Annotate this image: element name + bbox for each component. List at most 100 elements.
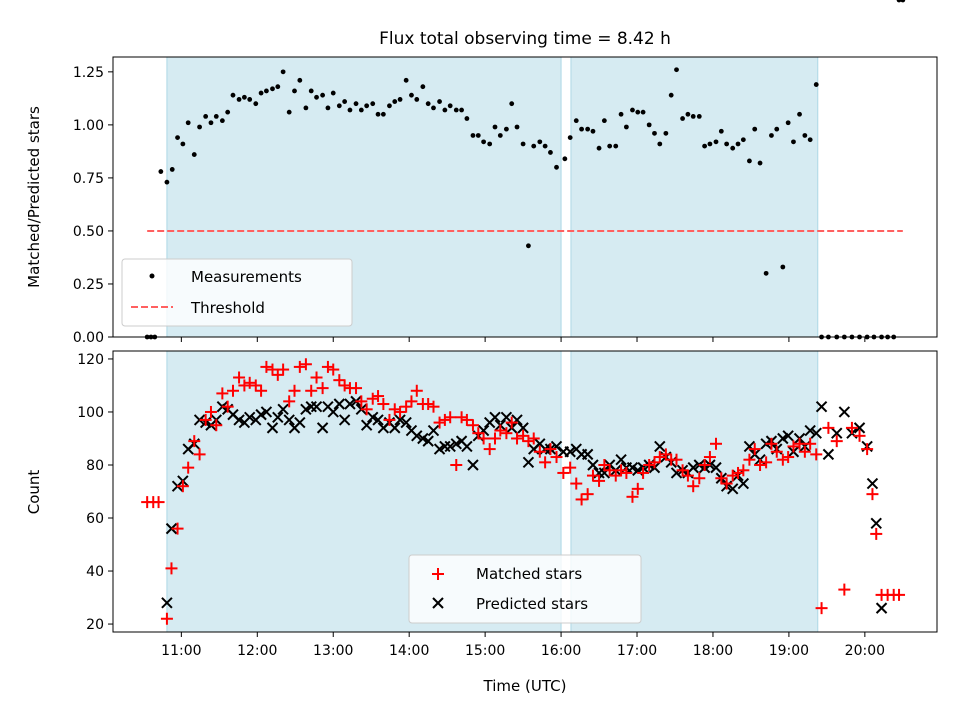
legend-matched-marker — [432, 568, 444, 580]
count-y-tick-label: 40 — [86, 564, 104, 580]
predicted-star-point — [294, 416, 306, 429]
matched-star-point — [338, 379, 351, 392]
predicted-star-point — [489, 411, 501, 423]
matched-star-point — [550, 451, 563, 464]
measurement-point — [774, 126, 780, 132]
measurement-point — [763, 270, 769, 276]
measurement-point — [447, 103, 453, 109]
matched-star-point — [271, 368, 284, 381]
measurement-point — [280, 69, 286, 75]
shade-top-1 — [570, 56, 819, 338]
count-x-tick-label: 19:00 — [769, 643, 809, 659]
predicted-stroke — [870, 517, 882, 530]
chart-title: Flux total observing time = 8.42 h — [379, 29, 671, 49]
measurement-point — [320, 92, 326, 98]
measurement-point — [503, 126, 509, 132]
predicted-stroke — [322, 400, 334, 413]
predicted-stroke — [500, 411, 513, 423]
predicted-stroke — [344, 398, 356, 410]
matched-star-point — [866, 488, 879, 501]
predicted-stroke — [615, 453, 627, 466]
predicted-stroke — [564, 446, 576, 458]
count-x-ticks: 11:00 12:00 13:00 14:00 15:00 16:00 17:00 18:00… — [161, 632, 885, 659]
measurement-point — [573, 118, 579, 124]
predicted-stroke — [360, 419, 373, 431]
matched-star-point — [748, 443, 761, 456]
predicted-star-point — [500, 411, 513, 423]
ratio-y-tick-label: 0.25 — [73, 277, 104, 293]
predicted-star-point — [737, 477, 750, 490]
measurement-point — [607, 143, 613, 149]
measurement-point — [652, 130, 657, 136]
matched-star-point — [388, 403, 401, 416]
matched-star-point — [288, 384, 301, 397]
count-y-tick-label: 20 — [86, 617, 104, 633]
matched-star-point — [670, 453, 683, 466]
predicted-stroke — [277, 403, 289, 416]
ratio-legend-box — [121, 258, 353, 327]
predicted-star-point — [838, 406, 851, 418]
predicted-star-point — [581, 448, 594, 461]
matched-star-point — [226, 384, 239, 397]
predicted-stroke — [455, 435, 468, 447]
matched-star-point — [377, 398, 390, 411]
measurement-point — [735, 141, 741, 147]
matched-star-point — [676, 464, 689, 477]
predicted-star-point — [260, 406, 273, 418]
predicted-stroke — [467, 459, 479, 471]
measurement-point — [623, 124, 629, 130]
measurement-point — [358, 107, 364, 113]
count-x-tick-label: 17:00 — [617, 643, 657, 659]
matched-star-point — [787, 440, 800, 453]
predicted-stroke — [294, 416, 306, 429]
predicted-star-point — [161, 597, 173, 609]
measurement-point — [414, 97, 420, 102]
measurement-point — [579, 126, 584, 132]
predicted-stroke — [444, 440, 456, 453]
predicted-stroke — [727, 483, 739, 495]
matched-star-point — [609, 469, 622, 482]
matched-star-point — [355, 395, 368, 408]
measurement-point — [487, 141, 493, 147]
measurement-point — [336, 103, 342, 109]
matched-star-point — [810, 448, 823, 461]
measurement-point — [397, 97, 403, 102]
matched-star-point — [754, 458, 767, 471]
predicted-stroke — [260, 406, 273, 418]
measurement-point — [292, 88, 297, 94]
predicted-star-point — [853, 422, 866, 434]
measurement-point — [813, 82, 819, 87]
matched-star-point — [433, 416, 446, 429]
matched-star-point — [171, 522, 184, 535]
ratio-panel: 0.00 0.25 0.50 0.75 1.00 1.25 Matched/Predict… — [25, 0, 938, 346]
measurement-point — [275, 84, 281, 90]
matched-star-point — [460, 413, 473, 426]
matched-star-point — [450, 458, 463, 471]
predicted-stroke — [400, 416, 412, 429]
predicted-star-point — [400, 416, 412, 429]
predicted-star-point — [461, 440, 473, 453]
measurement-point — [197, 124, 202, 130]
predicted-star-point — [517, 422, 529, 434]
matched-star-point — [277, 363, 290, 376]
matched-star-point — [522, 435, 535, 448]
matched-star-point — [204, 405, 217, 418]
matched-star-point — [626, 490, 639, 503]
matched-star-point — [366, 392, 379, 405]
predicted-stroke — [654, 440, 666, 453]
matched-star-point — [732, 466, 745, 479]
measurement-point — [531, 143, 537, 149]
matched-star-point — [255, 384, 268, 397]
x-axis-label: Time (UTC) — [483, 677, 567, 695]
measurement-point — [590, 128, 596, 134]
measurement-point — [900, 0, 906, 3]
matched-star-point — [360, 403, 373, 416]
measurement-point — [481, 139, 487, 145]
predicted-stroke — [372, 414, 384, 426]
measurement-point — [175, 135, 180, 141]
legend-measurements-marker — [149, 273, 155, 279]
measurement-point — [364, 103, 370, 109]
measurement-point — [740, 137, 746, 143]
matched-star-point — [615, 464, 628, 477]
